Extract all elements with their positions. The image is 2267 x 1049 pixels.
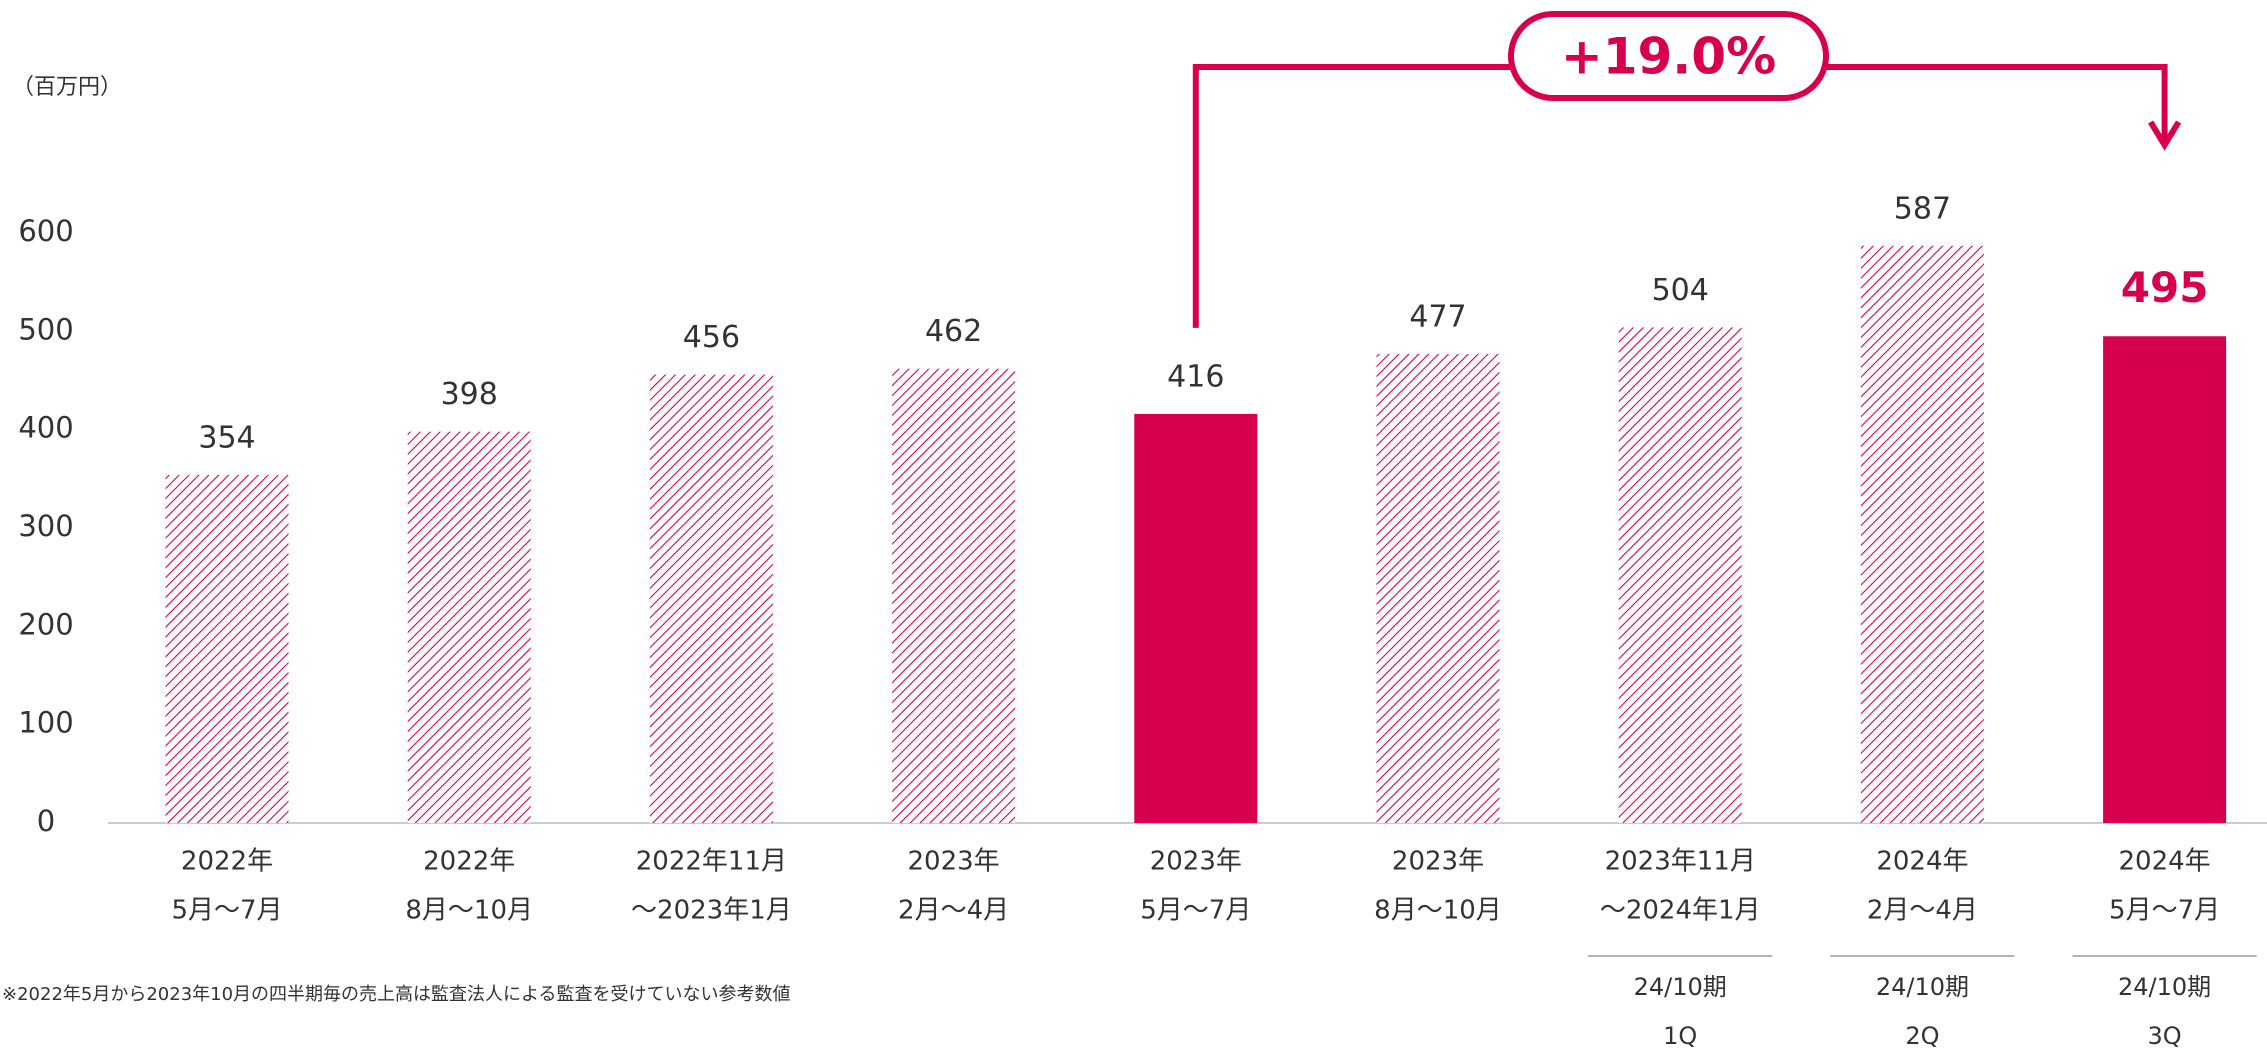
x-tick-label: 2022年 (181, 847, 273, 877)
period-label: 2Q (1905, 1022, 1939, 1049)
growth-arrowhead (2148, 120, 2182, 151)
x-tick-label: 2023年 (908, 847, 1000, 877)
value-label: 495 (2121, 263, 2209, 312)
x-tick-label: 2024年 (2119, 847, 2211, 877)
x-tick-label: ～2024年1月 (1600, 896, 1761, 926)
growth-label: +19.0% (1561, 28, 1776, 86)
value-label: 587 (1894, 191, 1951, 226)
bar (407, 431, 531, 823)
y-tick-label: 0 (37, 804, 55, 838)
footnote: ※2022年5月から2023年10月の四半期毎の売上高は監査法人による監査を受け… (2, 984, 791, 1005)
x-tick-label: 5月～7月 (2109, 896, 2220, 926)
period-label: 3Q (2148, 1022, 2182, 1049)
period-label: 24/10期 (2118, 973, 2211, 1001)
x-tick-label: 5月～7月 (171, 896, 282, 926)
bar (2103, 336, 2227, 823)
unit-label: （百万円） (12, 75, 122, 100)
x-tick-label: 2023年11月 (1605, 847, 1756, 877)
period-label: 24/10期 (1634, 973, 1727, 1001)
x-tick-label: 2月～4月 (1867, 896, 1978, 926)
y-tick-label: 300 (18, 509, 73, 543)
x-tick-label: ～2023年1月 (631, 896, 792, 926)
value-label: 354 (198, 420, 255, 455)
bar (892, 368, 1016, 823)
growth-connector (1192, 64, 2168, 328)
x-tick-label: 2023年 (1150, 847, 1242, 877)
x-tick-label: 2022年11月 (636, 847, 787, 877)
y-tick-label: 100 (18, 706, 73, 740)
bar (165, 474, 289, 823)
value-label: 504 (1652, 273, 1709, 308)
bar (649, 374, 773, 823)
x-tick-label: 5月～7月 (1140, 896, 1251, 926)
x-tick-label: 2022年 (423, 847, 515, 877)
growth-badge (1508, 11, 1829, 101)
y-tick-label: 400 (18, 411, 73, 445)
y-tick-label: 200 (18, 607, 73, 641)
x-tick-label: 2023年 (1392, 847, 1484, 877)
y-tick-label: 500 (18, 312, 73, 346)
value-label: 416 (1167, 359, 1224, 394)
x-tick-label: 2024年 (1876, 847, 1968, 877)
period-label: 1Q (1663, 1022, 1697, 1049)
x-tick-label: 8月～10月 (1374, 896, 1502, 926)
x-tick-label: 2月～4月 (898, 896, 1009, 926)
bar (1860, 245, 1984, 824)
x-tick-label: 8月～10月 (405, 896, 533, 926)
bar (1376, 353, 1500, 823)
bar (1134, 413, 1258, 823)
value-label: 462 (925, 314, 982, 349)
bar (1618, 327, 1742, 823)
value-label: 477 (1409, 299, 1466, 334)
value-label: 398 (441, 377, 498, 412)
value-label: 456 (683, 320, 740, 355)
period-label: 24/10期 (1876, 973, 1969, 1001)
y-tick-label: 600 (18, 214, 73, 248)
